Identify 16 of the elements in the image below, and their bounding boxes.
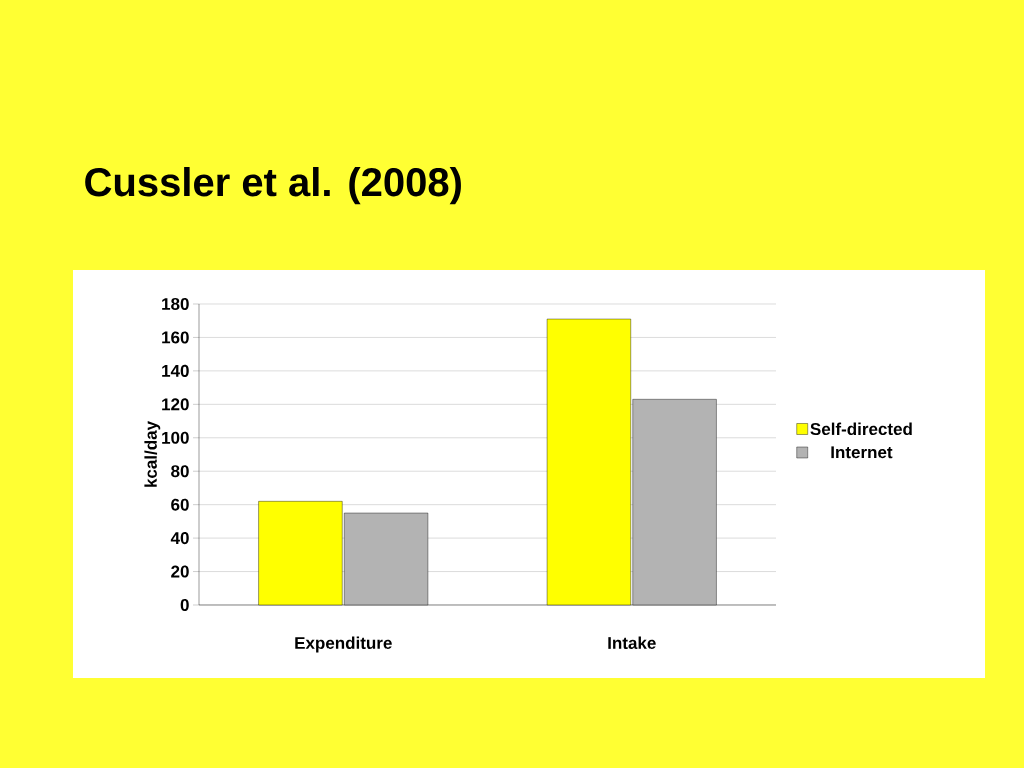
y-tick-label: 20 — [171, 565, 189, 578]
chart-title: Cussler et al. (2008) — [85, 167, 461, 205]
y-tick-label: 60 — [171, 498, 189, 511]
x-tick-label: Expenditure — [295, 636, 392, 653]
x-tick-label: Intake — [608, 636, 656, 650]
y-tick-label: 100 — [162, 431, 189, 444]
y-tick-label: 180 — [162, 297, 189, 311]
y-axis-title: kcal/day — [144, 421, 161, 487]
y-tick-label: 40 — [170, 532, 189, 545]
legend-label: Self-directed — [810, 422, 912, 436]
y-tick-label: 0 — [180, 598, 189, 612]
y-tick-label: 140 — [162, 364, 189, 377]
y-tick-label: 120 — [162, 398, 189, 411]
y-tick-label: 80 — [171, 465, 189, 478]
y-tick-label: 160 — [162, 331, 189, 344]
legend-label: Internet — [831, 446, 893, 459]
